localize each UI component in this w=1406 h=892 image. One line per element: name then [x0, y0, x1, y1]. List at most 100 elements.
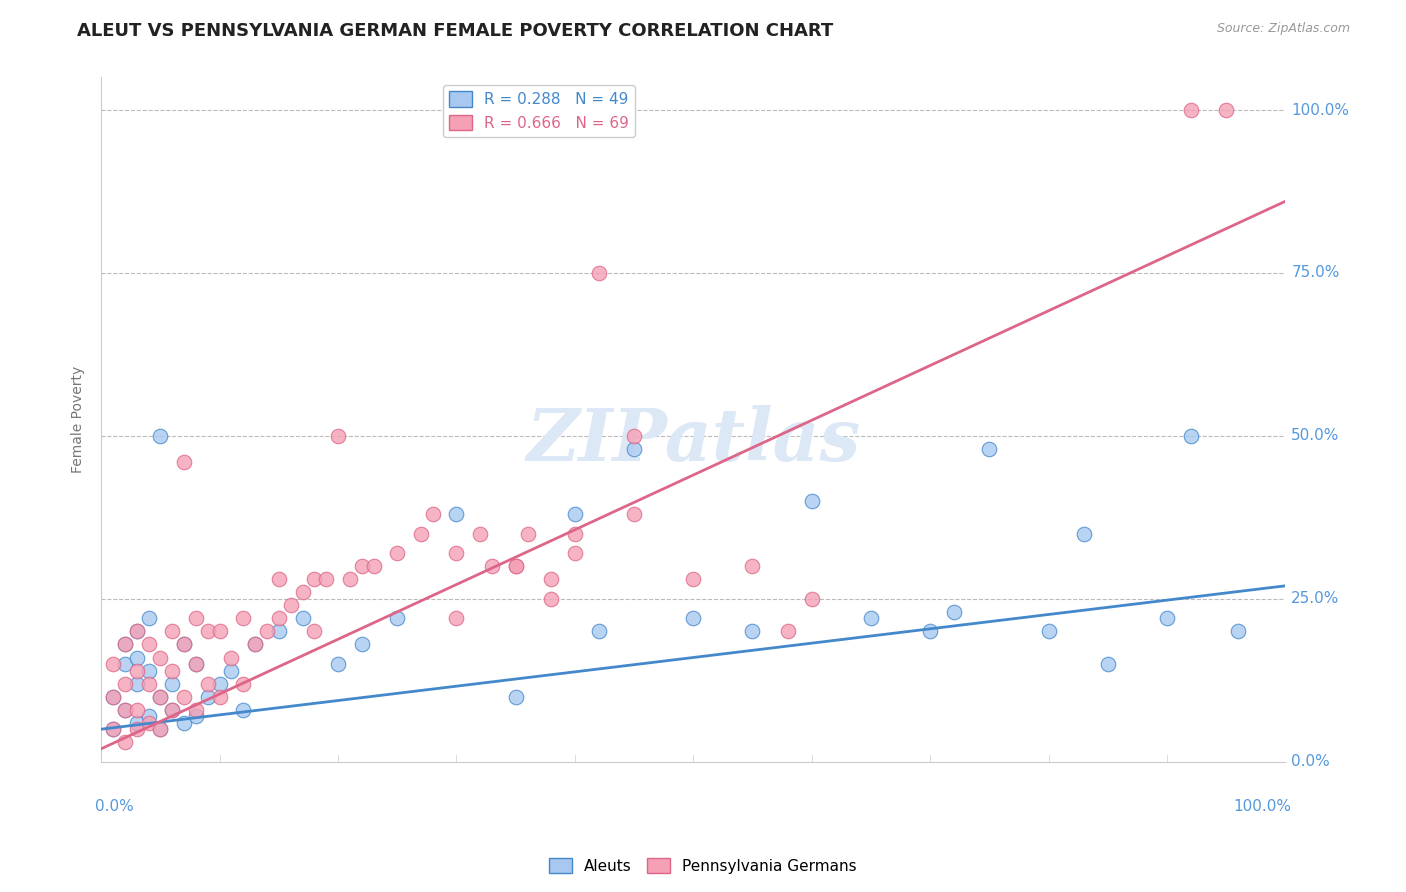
Text: 100.0%: 100.0% [1233, 799, 1291, 814]
Point [125, 624, 148, 639]
Point [623, 442, 645, 456]
Point [516, 526, 538, 541]
Text: 0.0%: 0.0% [96, 799, 134, 814]
Point [149, 722, 172, 736]
Point [173, 455, 195, 469]
Text: 100.0%: 100.0% [1291, 103, 1350, 118]
Point [1073, 526, 1095, 541]
Point [243, 637, 266, 651]
Point [208, 676, 231, 690]
Point [208, 690, 231, 704]
Point [125, 676, 148, 690]
Point [221, 650, 243, 665]
Point [221, 664, 243, 678]
Point [114, 703, 136, 717]
Point [505, 690, 527, 704]
Point [1180, 103, 1202, 117]
Legend: R = 0.288   N = 49, R = 0.666   N = 69: R = 0.288 N = 49, R = 0.666 N = 69 [443, 85, 636, 136]
Point [505, 559, 527, 574]
Legend: Aleuts, Pennsylvania Germans: Aleuts, Pennsylvania Germans [543, 852, 863, 880]
Point [232, 611, 254, 625]
Point [859, 611, 882, 625]
Point [184, 703, 207, 717]
Point [280, 599, 302, 613]
Point [588, 624, 610, 639]
Point [184, 709, 207, 723]
Point [304, 624, 326, 639]
Point [162, 664, 184, 678]
Point [339, 572, 361, 586]
Point [387, 611, 409, 625]
Point [387, 546, 409, 560]
Point [149, 690, 172, 704]
Point [446, 507, 468, 521]
Point [138, 715, 160, 730]
Point [125, 624, 148, 639]
Point [101, 722, 124, 736]
Point [256, 624, 278, 639]
Point [173, 690, 195, 704]
Point [101, 690, 124, 704]
Point [149, 690, 172, 704]
Point [197, 676, 219, 690]
Point [184, 657, 207, 671]
Point [1038, 624, 1060, 639]
Point [623, 507, 645, 521]
Point [114, 735, 136, 749]
Point [942, 605, 965, 619]
Point [114, 703, 136, 717]
Point [114, 637, 136, 651]
Point [1180, 429, 1202, 443]
Point [1215, 103, 1237, 117]
Point [623, 429, 645, 443]
Point [291, 585, 314, 599]
Point [173, 637, 195, 651]
Point [138, 611, 160, 625]
Point [173, 637, 195, 651]
Point [114, 676, 136, 690]
Point [682, 611, 704, 625]
Point [125, 715, 148, 730]
Point [326, 429, 349, 443]
Point [267, 611, 290, 625]
Point [422, 507, 444, 521]
Point [468, 526, 491, 541]
Point [149, 429, 172, 443]
Point [101, 657, 124, 671]
Point [267, 572, 290, 586]
Point [197, 690, 219, 704]
Point [125, 703, 148, 717]
Point [304, 572, 326, 586]
Text: 25.0%: 25.0% [1291, 591, 1340, 607]
Point [138, 676, 160, 690]
Point [184, 657, 207, 671]
Point [291, 611, 314, 625]
Point [800, 591, 823, 606]
Point [350, 637, 373, 651]
Point [979, 442, 1001, 456]
Point [540, 572, 562, 586]
Point [481, 559, 503, 574]
Text: 75.0%: 75.0% [1291, 266, 1340, 280]
Point [350, 559, 373, 574]
Point [208, 624, 231, 639]
Point [446, 611, 468, 625]
Point [540, 591, 562, 606]
Text: 0.0%: 0.0% [1291, 755, 1330, 769]
Text: 50.0%: 50.0% [1291, 428, 1340, 443]
Point [315, 572, 337, 586]
Text: ALEUT VS PENNSYLVANIA GERMAN FEMALE POVERTY CORRELATION CHART: ALEUT VS PENNSYLVANIA GERMAN FEMALE POVE… [77, 22, 834, 40]
Point [409, 526, 432, 541]
Point [267, 624, 290, 639]
Point [149, 722, 172, 736]
Point [125, 650, 148, 665]
Point [800, 494, 823, 508]
Point [564, 526, 586, 541]
Point [1156, 611, 1178, 625]
Point [1227, 624, 1250, 639]
Point [138, 709, 160, 723]
Point [114, 657, 136, 671]
Point [243, 637, 266, 651]
Point [920, 624, 942, 639]
Point [125, 664, 148, 678]
